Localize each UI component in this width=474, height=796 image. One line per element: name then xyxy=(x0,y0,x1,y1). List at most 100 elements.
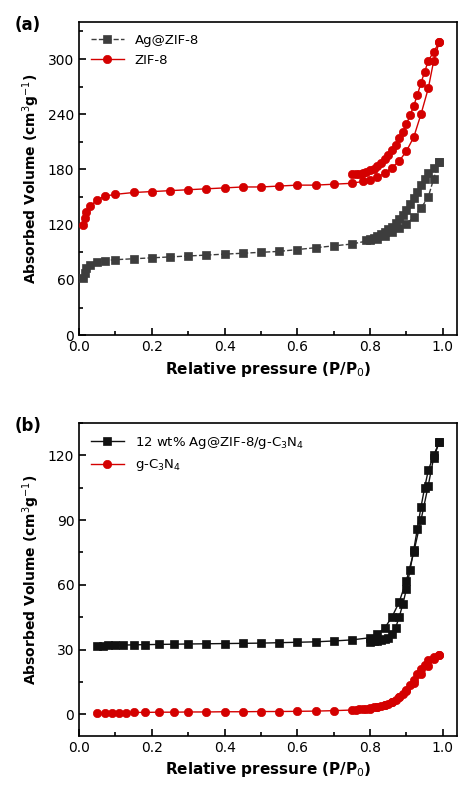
Ag@ZIF-8 xyxy=(87,260,93,270)
ZIF-8 xyxy=(411,132,417,142)
Y-axis label: Absorbed Volume (cm$^3$g$^{-1}$): Absorbed Volume (cm$^3$g$^{-1}$) xyxy=(20,73,42,284)
ZIF-8 xyxy=(131,188,137,197)
ZIF-8 xyxy=(349,178,355,188)
g-C$_3$N$_4$ xyxy=(374,703,380,712)
ZIF-8 xyxy=(436,37,442,47)
g-C$_3$N$_4$ xyxy=(425,661,431,670)
12 wt% Ag@ZIF-8/g-C$_3$N$_4$ xyxy=(185,639,191,649)
g-C$_3$N$_4$ xyxy=(396,693,402,702)
12 wt% Ag@ZIF-8/g-C$_3$N$_4$ xyxy=(120,640,126,650)
g-C$_3$N$_4$ xyxy=(382,700,387,710)
Ag@ZIF-8 xyxy=(403,219,409,228)
ZIF-8 xyxy=(360,177,365,186)
Ag@ZIF-8 xyxy=(82,267,87,277)
g-C$_3$N$_4$ xyxy=(403,686,409,696)
g-C$_3$N$_4$ xyxy=(222,707,228,716)
g-C$_3$N$_4$ xyxy=(276,707,282,716)
Ag@ZIF-8 xyxy=(374,234,380,244)
Line: Ag@ZIF-8: Ag@ZIF-8 xyxy=(79,158,443,282)
g-C$_3$N$_4$ xyxy=(171,708,176,717)
12 wt% Ag@ZIF-8/g-C$_3$N$_4$ xyxy=(276,638,282,647)
Ag@ZIF-8 xyxy=(389,228,395,237)
Ag@ZIF-8 xyxy=(276,247,282,256)
ZIF-8 xyxy=(367,175,373,185)
ZIF-8 xyxy=(222,183,228,193)
g-C$_3$N$_4$ xyxy=(142,708,147,717)
g-C$_3$N$_4$ xyxy=(102,708,108,718)
Ag@ZIF-8 xyxy=(349,240,355,249)
Ag@ZIF-8 xyxy=(431,174,437,183)
g-C$_3$N$_4$ xyxy=(185,707,191,716)
ZIF-8 xyxy=(83,207,89,217)
12 wt% Ag@ZIF-8/g-C$_3$N$_4$ xyxy=(367,633,373,642)
ZIF-8 xyxy=(418,110,424,119)
g-C$_3$N$_4$ xyxy=(294,707,300,716)
12 wt% Ag@ZIF-8/g-C$_3$N$_4$ xyxy=(431,453,437,462)
ZIF-8 xyxy=(396,157,402,166)
Text: (b): (b) xyxy=(15,417,42,435)
ZIF-8 xyxy=(240,182,246,192)
12 wt% Ag@ZIF-8/g-C$_3$N$_4$ xyxy=(313,637,319,646)
ZIF-8 xyxy=(331,179,337,189)
Legend: 12 wt% Ag@ZIF-8/g-C$_3$N$_4$, g-C$_3$N$_4$: 12 wt% Ag@ZIF-8/g-C$_3$N$_4$, g-C$_3$N$_… xyxy=(86,430,309,478)
12 wt% Ag@ZIF-8/g-C$_3$N$_4$ xyxy=(240,638,246,648)
g-C$_3$N$_4$ xyxy=(431,654,437,664)
12 wt% Ag@ZIF-8/g-C$_3$N$_4$ xyxy=(100,641,106,650)
Ag@ZIF-8 xyxy=(203,250,209,259)
12 wt% Ag@ZIF-8/g-C$_3$N$_4$ xyxy=(349,635,355,645)
g-C$_3$N$_4$ xyxy=(411,678,417,688)
12 wt% Ag@ZIF-8/g-C$_3$N$_4$ xyxy=(156,640,162,650)
Legend: Ag@ZIF-8, ZIF-8: Ag@ZIF-8, ZIF-8 xyxy=(86,29,204,72)
Ag@ZIF-8 xyxy=(185,252,191,261)
g-C$_3$N$_4$ xyxy=(203,707,209,716)
12 wt% Ag@ZIF-8/g-C$_3$N$_4$ xyxy=(382,623,387,633)
Ag@ZIF-8 xyxy=(167,252,173,262)
X-axis label: Relative pressure (P/P$_0$): Relative pressure (P/P$_0$) xyxy=(165,760,372,779)
g-C$_3$N$_4$ xyxy=(367,704,373,714)
ZIF-8 xyxy=(294,181,300,190)
ZIF-8 xyxy=(203,184,209,193)
Ag@ZIF-8 xyxy=(113,255,118,264)
Ag@ZIF-8 xyxy=(331,241,337,251)
12 wt% Ag@ZIF-8/g-C$_3$N$_4$ xyxy=(396,597,402,607)
Ag@ZIF-8 xyxy=(222,249,228,259)
Ag@ZIF-8 xyxy=(94,258,100,267)
g-C$_3$N$_4$ xyxy=(258,707,264,716)
g-C$_3$N$_4$ xyxy=(109,708,115,718)
Ag@ZIF-8 xyxy=(382,231,387,240)
Ag@ZIF-8 xyxy=(149,253,155,263)
g-C$_3$N$_4$ xyxy=(240,707,246,716)
Ag@ZIF-8 xyxy=(294,245,300,255)
g-C$_3$N$_4$ xyxy=(131,708,137,717)
Text: (a): (a) xyxy=(15,16,41,34)
12 wt% Ag@ZIF-8/g-C$_3$N$_4$ xyxy=(105,641,111,650)
12 wt% Ag@ZIF-8/g-C$_3$N$_4$ xyxy=(436,438,442,447)
ZIF-8 xyxy=(87,201,93,211)
Ag@ZIF-8 xyxy=(367,236,373,245)
ZIF-8 xyxy=(167,186,173,196)
ZIF-8 xyxy=(403,146,409,156)
Ag@ZIF-8 xyxy=(102,256,108,265)
ZIF-8 xyxy=(258,182,264,192)
g-C$_3$N$_4$ xyxy=(349,705,355,715)
12 wt% Ag@ZIF-8/g-C$_3$N$_4$ xyxy=(374,630,380,639)
12 wt% Ag@ZIF-8/g-C$_3$N$_4$ xyxy=(131,640,137,650)
g-C$_3$N$_4$ xyxy=(124,708,129,717)
Ag@ZIF-8 xyxy=(131,254,137,263)
ZIF-8 xyxy=(389,163,395,173)
g-C$_3$N$_4$ xyxy=(94,708,100,718)
Y-axis label: Absorbed Volume (cm$^3$g$^{-1}$): Absorbed Volume (cm$^3$g$^{-1}$) xyxy=(21,474,42,685)
Line: ZIF-8: ZIF-8 xyxy=(79,38,443,229)
Ag@ZIF-8 xyxy=(313,243,319,252)
Ag@ZIF-8 xyxy=(411,213,417,222)
12 wt% Ag@ZIF-8/g-C$_3$N$_4$ xyxy=(258,638,264,648)
Line: 12 wt% Ag@ZIF-8/g-C$_3$N$_4$: 12 wt% Ag@ZIF-8/g-C$_3$N$_4$ xyxy=(93,439,443,650)
12 wt% Ag@ZIF-8/g-C$_3$N$_4$ xyxy=(418,515,424,525)
ZIF-8 xyxy=(149,187,155,197)
ZIF-8 xyxy=(82,213,87,223)
12 wt% Ag@ZIF-8/g-C$_3$N$_4$ xyxy=(425,481,431,490)
ZIF-8 xyxy=(382,169,387,178)
ZIF-8 xyxy=(313,181,319,190)
12 wt% Ag@ZIF-8/g-C$_3$N$_4$ xyxy=(94,642,100,651)
Ag@ZIF-8 xyxy=(258,248,264,257)
